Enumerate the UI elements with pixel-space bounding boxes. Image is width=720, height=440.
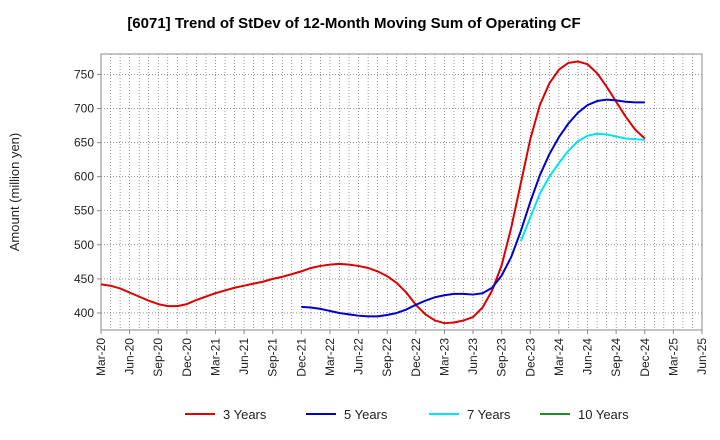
x-tick-label: Jun-21 [237, 338, 251, 375]
x-tick-label: Mar-25 [666, 338, 680, 376]
x-axis: Mar-20 Jun-20 Sep-20 Dec-20 Mar-21 Jun-21 Sep-… [94, 330, 709, 377]
y-tick-label: 700 [74, 102, 94, 116]
y-tick-label: 550 [74, 204, 94, 218]
x-tick-label: Mar-20 [94, 338, 108, 376]
y-tick-label: 600 [74, 170, 94, 184]
x-tick-label: Mar-22 [323, 338, 337, 376]
y-axis-label: Amount (million yen) [7, 133, 22, 252]
chart-title: [6071] Trend of StDev of 12-Month Moving… [127, 15, 580, 32]
x-tick-label: Mar-23 [437, 338, 451, 376]
x-tick-label: Jun-25 [695, 338, 709, 375]
legend-label-4: 10 Years [578, 407, 629, 422]
x-tick-label: Jun-24 [581, 338, 595, 375]
grid [100, 54, 703, 330]
y-tick-label: 500 [74, 238, 94, 252]
series-line-3 [519, 132, 645, 242]
x-tick-label: Mar-24 [552, 338, 566, 376]
legend: 3 Years 5 Years 7 Years 10 Years [185, 407, 629, 422]
x-tick-label: Sep-23 [495, 338, 509, 377]
series-layer [100, 60, 646, 325]
y-tick-label: 650 [74, 136, 94, 150]
plot-frame [100, 53, 703, 331]
y-axis: 400 450 500 550 600 650 700 750 [74, 67, 101, 320]
x-tick-label: Dec-22 [409, 338, 423, 377]
x-tick-label: Dec-24 [638, 338, 652, 377]
x-tick-label: Sep-21 [266, 338, 280, 377]
y-tick-label: 450 [74, 272, 94, 286]
x-tick-label: Mar-21 [208, 338, 222, 376]
legend-label-1: 3 Years [223, 407, 267, 422]
x-tick-label: Sep-20 [151, 338, 165, 377]
x-tick-label: Sep-22 [380, 338, 394, 377]
x-tick-label: Dec-21 [294, 338, 308, 377]
series-line-2 [301, 98, 645, 318]
x-tick-label: Dec-23 [523, 338, 537, 377]
x-tick-label: Jun-23 [466, 338, 480, 375]
y-tick-label: 750 [74, 67, 94, 81]
x-tick-label: Jun-22 [352, 338, 366, 375]
series-line-1 [100, 60, 646, 325]
y-tick-label: 400 [74, 306, 94, 320]
legend-label-3: 7 Years [467, 407, 511, 422]
x-tick-label: Jun-20 [123, 338, 137, 375]
legend-label-2: 5 Years [344, 407, 388, 422]
x-tick-label: Sep-24 [609, 338, 623, 377]
x-tick-label: Dec-20 [180, 338, 194, 377]
